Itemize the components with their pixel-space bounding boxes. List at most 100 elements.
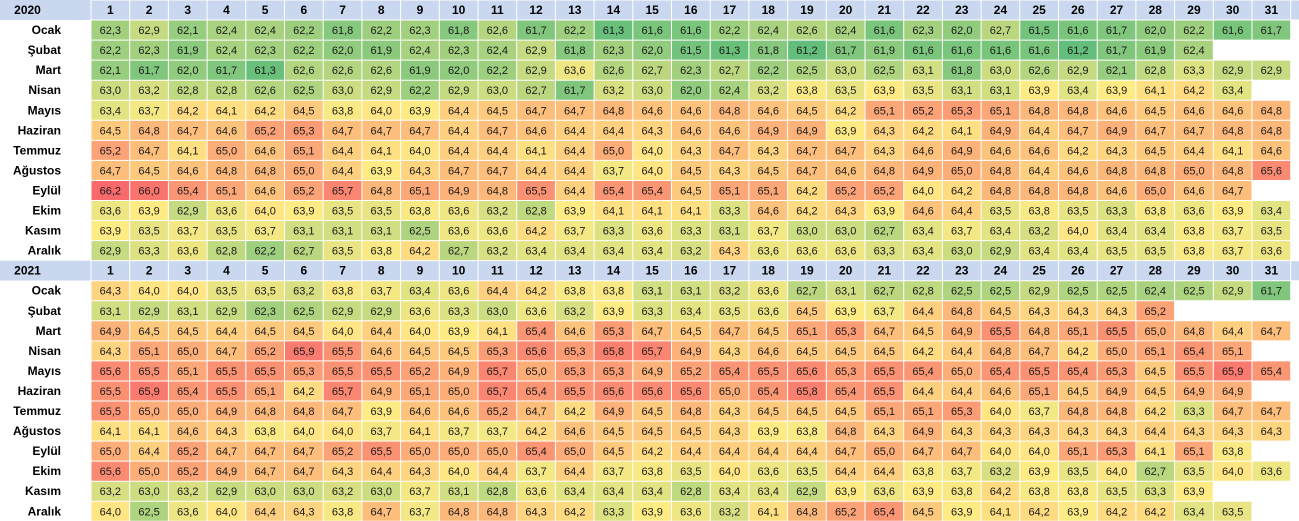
- cell-value: 64,9: [448, 366, 469, 378]
- cell-value: 61,7: [216, 65, 237, 77]
- empty-cell: [1252, 40, 1291, 61]
- heatmap-cell: [594, 300, 633, 321]
- heatmap-cell: [981, 320, 1020, 341]
- cell-value: 64,4: [487, 466, 508, 478]
- heatmap-cell: [207, 80, 246, 101]
- cell-value: 63,3: [641, 306, 662, 318]
- cell-value: 63,8: [564, 286, 585, 298]
- cell-value: 62,5: [796, 65, 817, 77]
- cell-value: 63,9: [138, 206, 159, 218]
- heatmap-cell: [903, 220, 943, 241]
- cell-value: 63,7: [1222, 246, 1243, 258]
- cell-value: 63,6: [525, 306, 546, 318]
- heatmap-cell: [1058, 441, 1098, 462]
- cell-value: 63,5: [1261, 226, 1282, 238]
- day-header: 18: [762, 264, 776, 278]
- heatmap-cell: [865, 401, 904, 421]
- day-header: 5: [262, 264, 269, 278]
- day-header: 22: [916, 3, 930, 17]
- heatmap-cell: [710, 20, 749, 41]
- heatmap-cell: [1058, 60, 1098, 81]
- cell-value: 64,4: [874, 466, 895, 478]
- heatmap-cell: [1135, 360, 1175, 381]
- cell-value: 61,7: [1261, 25, 1282, 37]
- heatmap-cell: [516, 120, 556, 141]
- cell-value: 63,8: [332, 286, 353, 298]
- cell-value: 65,0: [448, 446, 469, 458]
- cell-value: 63,9: [564, 206, 585, 218]
- cell-value: 63,7: [448, 426, 469, 438]
- cell-value: 64,3: [874, 145, 895, 157]
- cell-value: 65,5: [254, 366, 275, 378]
- cell-value: 62,6: [603, 65, 624, 77]
- cell-value: 64,2: [641, 446, 662, 458]
- year-block-2021: 2021 1 2 3 4 5 6 7 8 9 10 11 12 13 14 15 16 17 18 19 20 21 22 2…: [0, 260, 1299, 521]
- heatmap-cell: [361, 140, 401, 161]
- cell-value: 62,9: [525, 45, 546, 57]
- cell-value: 62,8: [525, 206, 546, 218]
- cell-value: 64,0: [216, 506, 237, 518]
- heatmap-cell: [361, 380, 401, 401]
- heatmap-cell: [826, 280, 865, 301]
- heatmap-cell: [787, 60, 827, 81]
- heatmap-cell: [207, 100, 246, 121]
- cell-value: 63,4: [641, 246, 662, 258]
- cell-value: 64,8: [1067, 185, 1088, 197]
- cell-value: 63,3: [874, 246, 895, 258]
- cell-value: 64,5: [409, 346, 430, 358]
- heatmap-cell: [1097, 501, 1136, 521]
- cell-value: 64,3: [719, 246, 740, 258]
- heatmap-cell: [207, 140, 246, 161]
- cell-value: 64,4: [525, 165, 546, 177]
- heatmap-cell: [903, 380, 943, 401]
- cell-value: 63,5: [1222, 506, 1243, 518]
- heatmap-cell: [787, 120, 827, 141]
- cell-value: 63,8: [332, 105, 353, 117]
- heatmap-cell: [361, 461, 401, 482]
- heatmap-cell: [787, 461, 827, 482]
- cell-value: 61,5: [680, 45, 701, 57]
- cell-value: 63,5: [332, 206, 353, 218]
- heatmap-cell: [1058, 220, 1098, 241]
- day-header: 16: [684, 3, 698, 17]
- cell-value: 61,7: [1261, 286, 1282, 298]
- heatmap-cell: [1252, 120, 1291, 141]
- heatmap-cell: [284, 180, 324, 201]
- heatmap-cell: [632, 300, 672, 321]
- heatmap-cell: [710, 140, 749, 161]
- cell-value: 61,9: [874, 45, 895, 57]
- cell-value: 61,2: [1067, 45, 1088, 57]
- cell-value: 63,2: [138, 85, 159, 97]
- day-header: 30: [1226, 3, 1240, 17]
- heatmap-cell: [129, 461, 169, 482]
- cell-value: 64,6: [525, 125, 546, 137]
- day-header: 7: [339, 264, 346, 278]
- heatmap-cell: [361, 240, 401, 261]
- cell-value: 63,9: [1106, 85, 1127, 97]
- day-header: 1: [107, 264, 114, 278]
- cell-value: 64,7: [835, 446, 856, 458]
- heatmap-cell: [981, 280, 1020, 301]
- heatmap-cell: [323, 200, 362, 221]
- cell-value: 65,0: [100, 446, 121, 458]
- cell-value: 64,8: [680, 406, 701, 418]
- cell-value: 65,5: [564, 386, 585, 398]
- month-label: Eylül: [32, 444, 61, 458]
- heatmap-cell: [1252, 100, 1291, 121]
- cell-value: 64,6: [912, 206, 933, 218]
- heatmap-cell: [826, 401, 865, 421]
- heatmap-cell: [1058, 501, 1098, 521]
- cell-value: 63,7: [874, 306, 895, 318]
- heatmap-cell: [91, 340, 130, 361]
- empty-cell: [1252, 340, 1291, 361]
- cell-value: 64,7: [216, 446, 237, 458]
- heatmap-cell: [1097, 481, 1136, 502]
- cell-value: 63,7: [525, 466, 546, 478]
- cell-value: 64,4: [1028, 165, 1049, 177]
- month-label-bg: [0, 380, 91, 401]
- heatmap-cell: [555, 40, 595, 61]
- cell-value: 63,5: [1067, 466, 1088, 478]
- cell-value: 64,6: [1028, 145, 1049, 157]
- heatmap-cell: [91, 421, 130, 442]
- cell-value: 64,4: [680, 446, 701, 458]
